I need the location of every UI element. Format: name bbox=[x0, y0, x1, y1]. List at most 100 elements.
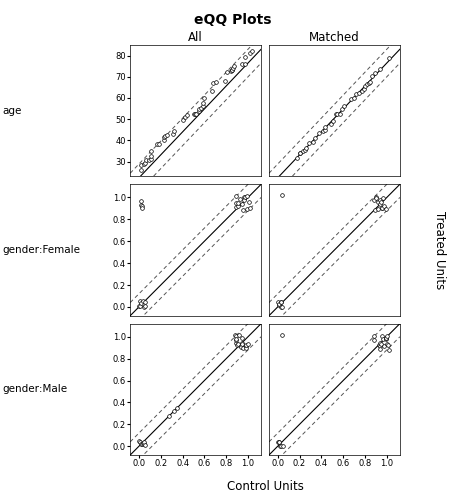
Title: All: All bbox=[188, 31, 203, 44]
Point bbox=[179, 116, 186, 124]
Point bbox=[238, 334, 245, 342]
Point bbox=[241, 53, 249, 61]
Point bbox=[241, 60, 249, 68]
Point bbox=[337, 110, 344, 118]
Point bbox=[379, 204, 386, 212]
Point bbox=[137, 201, 145, 209]
Point bbox=[243, 204, 251, 212]
Point bbox=[339, 105, 346, 113]
Point bbox=[239, 344, 247, 352]
Point bbox=[136, 436, 143, 444]
Point bbox=[228, 66, 236, 74]
Point bbox=[315, 130, 323, 138]
Title: Matched: Matched bbox=[309, 31, 360, 44]
Point bbox=[166, 412, 173, 420]
Point bbox=[140, 303, 147, 311]
Point bbox=[137, 160, 145, 168]
Point bbox=[243, 344, 250, 352]
Point bbox=[329, 117, 337, 125]
Point bbox=[155, 140, 163, 148]
Point bbox=[190, 110, 198, 118]
Point bbox=[311, 134, 319, 142]
Point bbox=[379, 334, 387, 342]
Point bbox=[274, 298, 282, 306]
Point bbox=[138, 299, 145, 307]
Point bbox=[278, 302, 286, 310]
Point bbox=[321, 126, 329, 134]
Point bbox=[242, 342, 249, 349]
Point bbox=[327, 120, 335, 128]
Point bbox=[147, 154, 154, 162]
Point bbox=[377, 340, 384, 347]
Point bbox=[238, 340, 246, 348]
Point bbox=[141, 298, 149, 306]
Point bbox=[232, 192, 240, 200]
Point bbox=[221, 77, 228, 85]
Point bbox=[173, 404, 181, 412]
Point bbox=[229, 66, 236, 74]
Point bbox=[382, 334, 390, 342]
Point bbox=[140, 440, 147, 448]
Point bbox=[138, 202, 146, 210]
Point bbox=[248, 48, 256, 56]
Point bbox=[376, 342, 384, 350]
Point bbox=[232, 332, 239, 340]
Point bbox=[372, 193, 379, 201]
Point bbox=[293, 154, 300, 162]
Point bbox=[384, 340, 391, 348]
Point bbox=[309, 138, 316, 146]
Point bbox=[139, 440, 146, 448]
Point bbox=[279, 191, 286, 199]
Point bbox=[371, 206, 379, 214]
Point bbox=[242, 193, 249, 201]
Point bbox=[382, 335, 389, 343]
Point bbox=[378, 340, 385, 348]
Point bbox=[374, 206, 382, 214]
Point bbox=[384, 341, 392, 349]
Point bbox=[139, 296, 146, 304]
Point bbox=[379, 204, 386, 212]
Point bbox=[370, 332, 378, 340]
Point bbox=[232, 198, 239, 206]
Text: Treated Units: Treated Units bbox=[433, 211, 446, 289]
Point bbox=[153, 140, 160, 148]
Point bbox=[137, 197, 145, 205]
Point bbox=[302, 144, 309, 152]
Point bbox=[147, 152, 155, 160]
Point bbox=[236, 194, 243, 202]
Point bbox=[234, 199, 242, 207]
Point bbox=[181, 114, 189, 122]
Point bbox=[380, 342, 387, 350]
Point bbox=[369, 72, 376, 80]
Point bbox=[333, 110, 341, 118]
Point bbox=[371, 69, 378, 77]
Point bbox=[137, 166, 145, 174]
Point bbox=[332, 110, 340, 118]
Point bbox=[352, 90, 359, 98]
Point bbox=[278, 298, 285, 306]
Text: gender:Female: gender:Female bbox=[2, 245, 80, 255]
Point bbox=[192, 110, 199, 118]
Point bbox=[296, 149, 303, 157]
Point bbox=[379, 194, 386, 202]
Point bbox=[160, 136, 168, 144]
Point bbox=[363, 80, 371, 88]
Point bbox=[236, 331, 243, 339]
Point bbox=[140, 438, 147, 446]
Point bbox=[246, 198, 253, 206]
Point bbox=[371, 196, 378, 203]
Point bbox=[246, 204, 253, 212]
Point bbox=[240, 196, 248, 204]
Point bbox=[376, 64, 384, 72]
Point bbox=[223, 68, 231, 76]
Point bbox=[321, 123, 329, 131]
Point bbox=[238, 60, 246, 68]
Point bbox=[209, 86, 216, 94]
Point bbox=[238, 200, 246, 208]
Point bbox=[383, 332, 391, 340]
Point bbox=[136, 302, 144, 310]
Point bbox=[375, 341, 383, 349]
Text: Control Units: Control Units bbox=[226, 480, 304, 492]
Point bbox=[351, 94, 358, 102]
Point bbox=[370, 336, 378, 344]
